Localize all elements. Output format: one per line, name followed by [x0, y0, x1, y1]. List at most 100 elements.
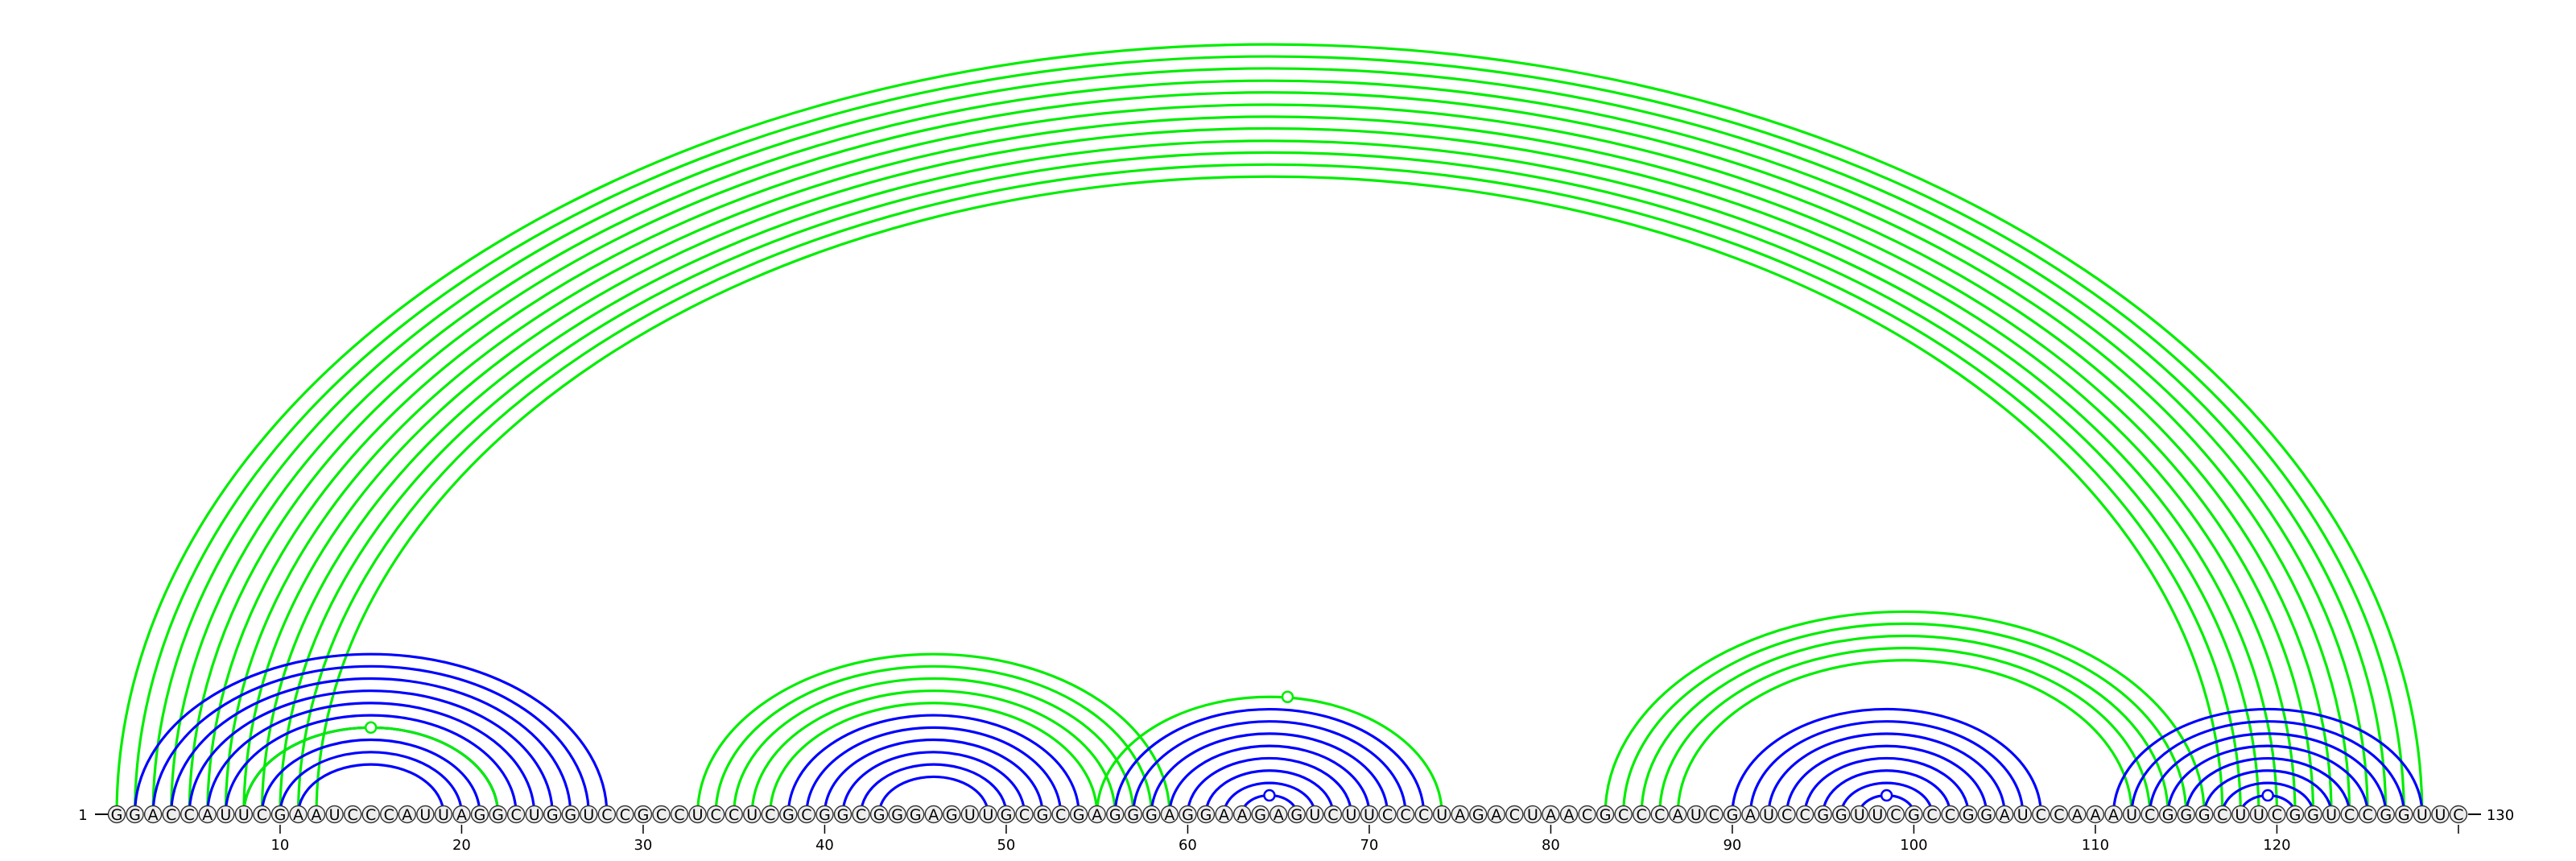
nucleotide-letter: C — [1618, 806, 1629, 824]
base-pair-arc — [1785, 744, 1988, 815]
nucleotide-letter: U — [583, 806, 594, 824]
nucleotide-letter: U — [1436, 806, 1447, 824]
nucleotide-letter: G — [474, 806, 486, 824]
nucleotide — [943, 805, 961, 824]
base-pair-arc — [2130, 720, 2405, 815]
nucleotide — [1106, 805, 1125, 824]
nucleotide — [1269, 805, 1288, 824]
nucleotide — [561, 805, 580, 824]
nucleotide — [1142, 805, 1161, 824]
nucleotide — [2177, 805, 2195, 824]
nucleotide-letter: C — [2272, 806, 2282, 824]
tick-label: 80 — [1542, 837, 1560, 854]
nucleotide-letter: C — [1637, 806, 1647, 824]
nucleotide — [1977, 805, 1996, 824]
nucleotide — [234, 805, 254, 824]
loop-marker — [1263, 789, 1276, 802]
nucleotide — [1124, 805, 1143, 824]
nucleotide-letter: G — [873, 806, 886, 824]
nucleotide — [1523, 805, 1542, 824]
nucleotide — [833, 805, 852, 824]
loop-marker — [1880, 789, 1893, 802]
base-pair-arc — [170, 677, 572, 815]
nucleotide-letter: U — [692, 806, 704, 824]
nucleotide-letter: G — [2380, 806, 2392, 824]
nucleotide — [434, 805, 453, 824]
nucleotide-letter: G — [1835, 806, 1847, 824]
nucleotide-letter: A — [1219, 806, 1229, 824]
tick-label: 70 — [1360, 837, 1378, 854]
base-pair-arc — [2221, 781, 2315, 815]
nucleotide — [1886, 805, 1905, 824]
nucleotide — [2376, 805, 2395, 824]
nucleotide — [779, 805, 798, 824]
nucleotide-letter: C — [1654, 806, 1665, 824]
nucleotide — [960, 805, 980, 824]
nucleotide-letter: U — [964, 806, 976, 824]
nucleotide — [997, 805, 1016, 824]
nucleotide — [1596, 805, 1615, 824]
nucleotide — [307, 805, 326, 824]
nucleotide — [543, 805, 562, 824]
end-label: 130 — [2487, 807, 2514, 824]
nucleotide-letter: G — [1908, 806, 1920, 824]
base-pair-arc — [188, 91, 2351, 815]
nucleotide-letter: A — [1546, 806, 1556, 824]
nucleotide-letter: U — [1763, 806, 1774, 824]
nucleotide-letter: C — [1582, 806, 1592, 824]
nucleotide — [761, 805, 779, 824]
nucleotide-letter: C — [801, 806, 811, 824]
nucleotide-letter: C — [2145, 806, 2155, 824]
nucleotide — [470, 805, 489, 824]
nucleotide — [289, 805, 308, 824]
nucleotide — [2195, 805, 2214, 824]
base-pair-arc — [714, 664, 1153, 815]
base-pair-arc — [1604, 610, 2206, 815]
base-pair-arc — [279, 751, 464, 815]
nucleotide-letter: C — [365, 806, 376, 824]
nucleotide — [652, 805, 671, 824]
nucleotide — [797, 805, 816, 824]
nucleotide — [2013, 805, 2032, 824]
base-pair-arc — [1676, 659, 2133, 815]
tick-label: 30 — [634, 837, 652, 854]
tick-label: 90 — [1723, 837, 1741, 854]
nucleotide-letter: G — [1146, 806, 1158, 824]
nucleotide-letter: G — [2398, 806, 2410, 824]
nucleotide — [616, 805, 634, 824]
nucleotide-letter: C — [1509, 806, 1520, 824]
nucleotide-letter: C — [674, 806, 684, 824]
nucleotide-letter: A — [2000, 806, 2010, 824]
nucleotide — [2449, 805, 2468, 824]
nucleotide-letter: C — [1400, 806, 1410, 824]
nucleotide — [217, 805, 235, 824]
nucleotide — [888, 805, 906, 824]
nucleotide-letter: C — [2344, 806, 2355, 824]
nucleotide — [162, 805, 180, 824]
nucleotide-letter: G — [2289, 806, 2301, 824]
nucleotide — [1995, 805, 2014, 824]
nucleotide — [1378, 805, 1397, 824]
nucleotide-letter: C — [1926, 806, 1937, 824]
tick-label: 10 — [270, 837, 289, 854]
nucleotide — [1069, 805, 1088, 824]
base-pair-arc — [1767, 732, 2006, 815]
base-pair-arc — [151, 67, 2388, 815]
nucleotide — [416, 805, 435, 824]
nucleotide-letter: U — [220, 806, 231, 824]
nucleotide-letter: C — [1327, 806, 1338, 824]
nucleotide-letter: G — [1472, 806, 1484, 824]
nucleotide — [1487, 805, 1506, 824]
tick-label: 40 — [815, 837, 834, 854]
nucleotide — [2268, 805, 2286, 824]
nucleotide-letter: C — [1055, 806, 1066, 824]
nucleotide-letter: G — [1200, 806, 1212, 824]
nucleotide — [1196, 805, 1216, 824]
nucleotide — [906, 805, 925, 824]
nucleotide-letter: A — [1164, 806, 1174, 824]
nucleotide — [1669, 805, 1687, 824]
nucleotide — [2158, 805, 2178, 824]
nucleotide-letter: G — [1980, 806, 1992, 824]
nucleotide — [1088, 805, 1106, 824]
